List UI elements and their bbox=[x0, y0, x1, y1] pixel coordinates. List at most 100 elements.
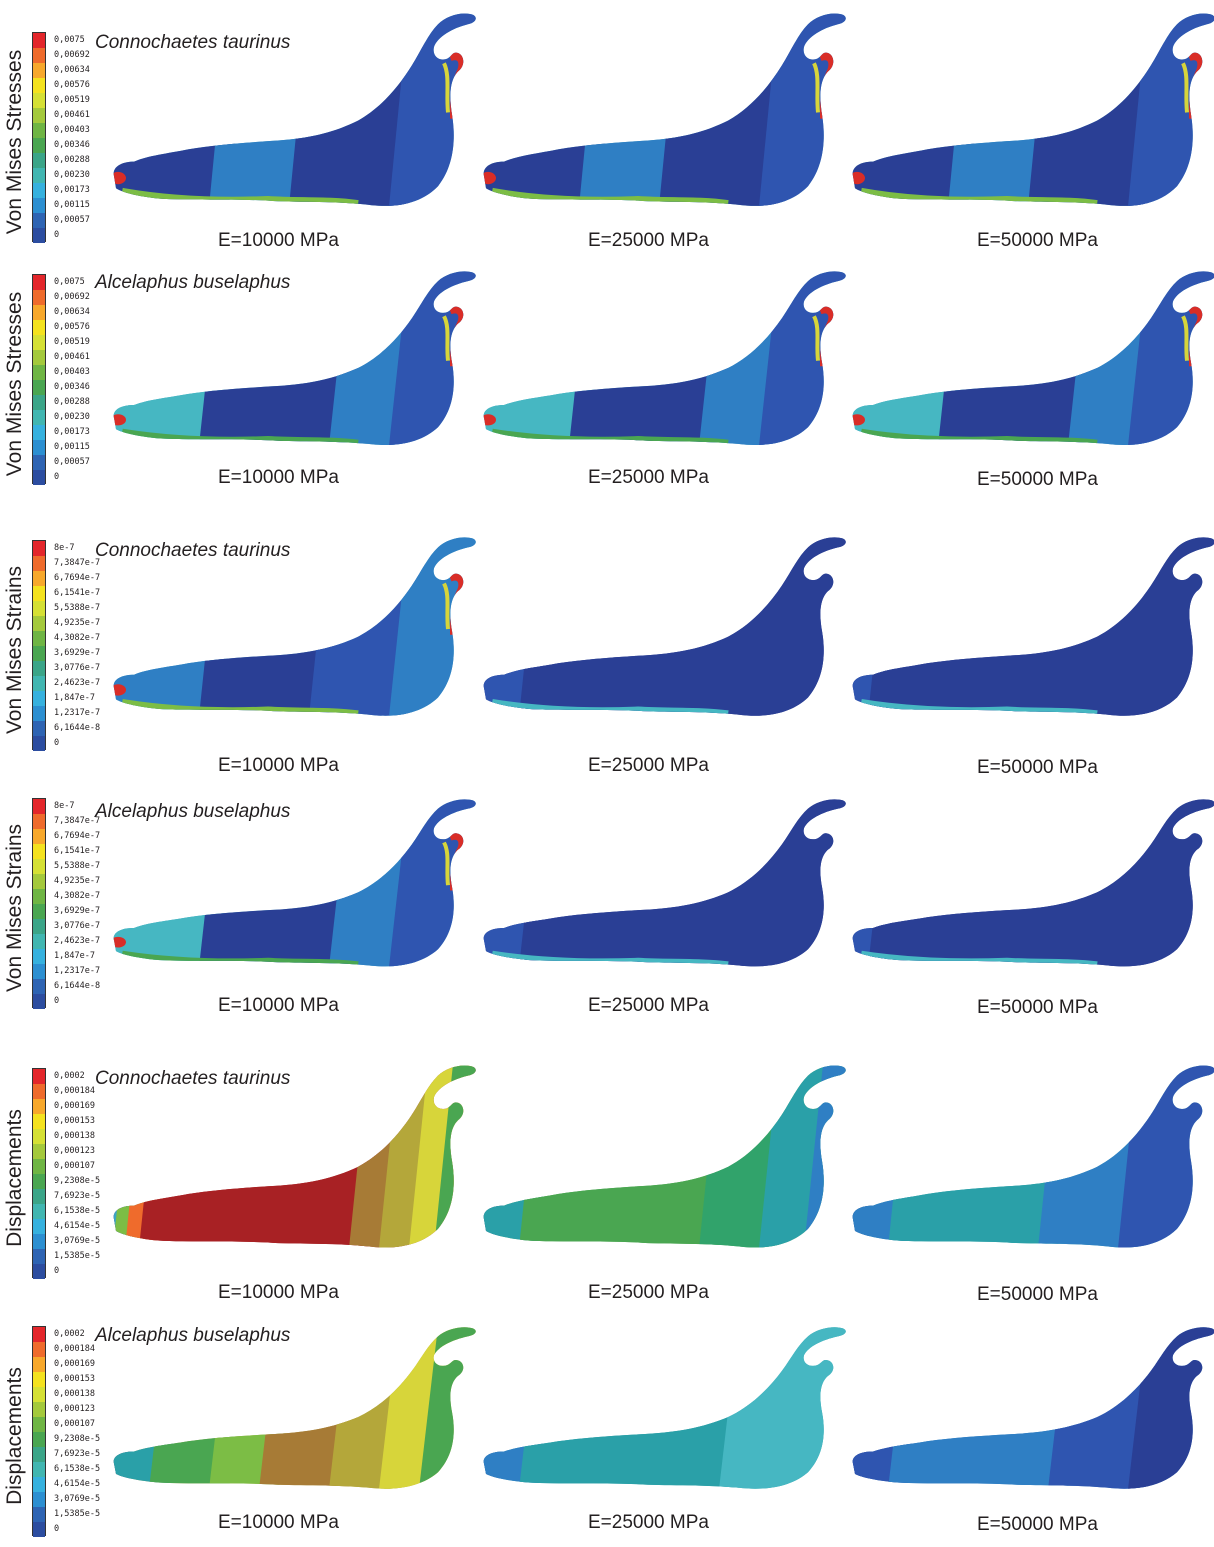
contour-band bbox=[1127, 13, 1214, 206]
hotspot-incisor bbox=[113, 684, 126, 696]
legend-swatch bbox=[33, 1189, 45, 1204]
jaw-model-c2 bbox=[847, 270, 1214, 455]
legend-swatch bbox=[33, 1402, 45, 1417]
legend-swatch bbox=[33, 814, 45, 829]
contour-band bbox=[388, 537, 476, 716]
legend-tick-label: 2,4623e-7 bbox=[54, 936, 101, 947]
modulus-label: E=10000 MPa bbox=[218, 995, 339, 1016]
legend-tick-label: 9,2308e-5 bbox=[54, 1176, 101, 1187]
jaw-model-c2 bbox=[847, 798, 1214, 976]
legend-swatch bbox=[33, 661, 45, 676]
legend-tick-label: 0,000153 bbox=[54, 1116, 95, 1127]
contour-band bbox=[1127, 1327, 1214, 1489]
legend-swatch bbox=[33, 78, 45, 93]
legend-tick-label: 3,6929e-7 bbox=[54, 906, 101, 917]
hotspot-incisor bbox=[483, 171, 496, 185]
legend-tick-label: 4,9235e-7 bbox=[54, 618, 101, 629]
legend-tick-label: 0,0075 bbox=[54, 35, 85, 46]
legend-swatch bbox=[33, 183, 45, 198]
jaw-svg bbox=[852, 1065, 1214, 1248]
axis-label: Von Mises Strains bbox=[3, 823, 26, 993]
panel-stress-alcelaphus: Von Mises Stresses 0,0075 0,00692 0,00634 0… bbox=[0, 262, 1214, 502]
species-name: Alcelaphus buselaphus bbox=[95, 801, 291, 822]
legend-tick-label: 8e-7 bbox=[54, 543, 75, 554]
legend-tick-label: 0,000169 bbox=[54, 1101, 95, 1112]
legend-tick-label: 0,00634 bbox=[54, 307, 90, 318]
modulus-label: E=10000 MPa bbox=[218, 467, 339, 488]
legend-swatch bbox=[33, 48, 45, 63]
legend-swatch bbox=[33, 138, 45, 153]
legend-swatch bbox=[33, 736, 45, 751]
modulus-label: E=50000 MPa bbox=[977, 230, 1098, 251]
legend-swatch bbox=[33, 395, 45, 410]
legend-tick-label: 0,000107 bbox=[54, 1419, 95, 1430]
legend-swatch bbox=[33, 335, 45, 350]
legend-swatch bbox=[33, 1234, 45, 1249]
legend-tick-label: 1,5385e-5 bbox=[54, 1509, 101, 1520]
jaw-svg bbox=[852, 1327, 1214, 1489]
legend-tick-label: 0,00288 bbox=[54, 155, 90, 166]
species-name: Alcelaphus buselaphus bbox=[95, 1325, 291, 1346]
species-name: Connochaetes taurinus bbox=[95, 1068, 291, 1089]
legend-tick-label: 0,00576 bbox=[54, 80, 90, 91]
legend-tick-label: 4,6154e-5 bbox=[54, 1479, 101, 1490]
legend-swatch bbox=[33, 440, 45, 455]
legend-swatch bbox=[33, 979, 45, 994]
legend-swatch bbox=[33, 1372, 45, 1387]
legend-tick-label: 5,5388e-7 bbox=[54, 861, 101, 872]
legend-tick-label: 2,4623e-7 bbox=[54, 678, 101, 689]
hotspot-incisor bbox=[852, 171, 865, 185]
jaw-model-c0 bbox=[108, 536, 480, 726]
legend-swatch bbox=[33, 691, 45, 706]
jaw-model-c1 bbox=[478, 536, 850, 726]
legend-swatch bbox=[33, 350, 45, 365]
legend-swatch bbox=[33, 721, 45, 736]
jaw-model-c0 bbox=[108, 1064, 480, 1258]
jaw-svg bbox=[113, 1065, 476, 1248]
legend-tick-label: 9,2308e-5 bbox=[54, 1434, 101, 1445]
legend-tick-label: 0,00346 bbox=[54, 140, 90, 151]
legend-tick-label: 3,6929e-7 bbox=[54, 648, 101, 659]
legend-swatch bbox=[33, 33, 45, 48]
contour-band bbox=[758, 1065, 843, 1248]
legend-tick-label: 0 bbox=[54, 230, 60, 241]
legend-swatch bbox=[33, 601, 45, 616]
legend-swatch bbox=[33, 889, 45, 904]
legend-swatch bbox=[33, 1219, 45, 1234]
species-name: Alcelaphus buselaphus bbox=[95, 272, 291, 293]
jaw-model-c2 bbox=[847, 536, 1214, 726]
contour-band bbox=[388, 271, 476, 446]
legend-tick-label: 6,7694e-7 bbox=[54, 831, 101, 842]
legend-swatch bbox=[33, 631, 45, 646]
modulus-label: E=25000 MPa bbox=[588, 755, 709, 776]
modulus-label: E=10000 MPa bbox=[218, 1512, 339, 1533]
jaw-model-c1 bbox=[478, 270, 850, 455]
legend-tick-label: 1,847e-7 bbox=[54, 951, 95, 962]
contour-band bbox=[758, 271, 846, 446]
legend-swatch bbox=[33, 1342, 45, 1357]
legend-tick-label: 0,00288 bbox=[54, 397, 90, 408]
hotspot-incisor bbox=[113, 414, 126, 426]
legend-tick-label: 0,000123 bbox=[54, 1146, 95, 1157]
legend-swatch bbox=[33, 934, 45, 949]
legend-tick-label: 0,00230 bbox=[54, 170, 90, 181]
legend-swatch bbox=[33, 829, 45, 844]
legend-colorbar bbox=[32, 1326, 46, 1537]
jaw-model-c0 bbox=[108, 798, 480, 976]
legend-tick-label: 0,0002 bbox=[54, 1329, 85, 1340]
legend-swatch bbox=[33, 676, 45, 691]
legend-swatch bbox=[33, 1507, 45, 1522]
legend-swatch bbox=[33, 1492, 45, 1507]
legend-tick-label: 6,1541e-7 bbox=[54, 846, 101, 857]
legend-swatch bbox=[33, 320, 45, 335]
hotspot-incisor bbox=[852, 414, 865, 426]
legend-swatch bbox=[33, 1174, 45, 1189]
legend-tick-label: 0,0075 bbox=[54, 277, 85, 288]
jaw-svg bbox=[483, 1327, 846, 1489]
hotspot-incisor bbox=[113, 936, 126, 948]
axis-label: Von Mises Stresses bbox=[3, 49, 26, 235]
legend-tick-label: 7,6923e-5 bbox=[54, 1191, 101, 1202]
legend-swatch bbox=[33, 153, 45, 168]
jaw-svg bbox=[113, 271, 476, 446]
contour-band bbox=[518, 537, 846, 716]
